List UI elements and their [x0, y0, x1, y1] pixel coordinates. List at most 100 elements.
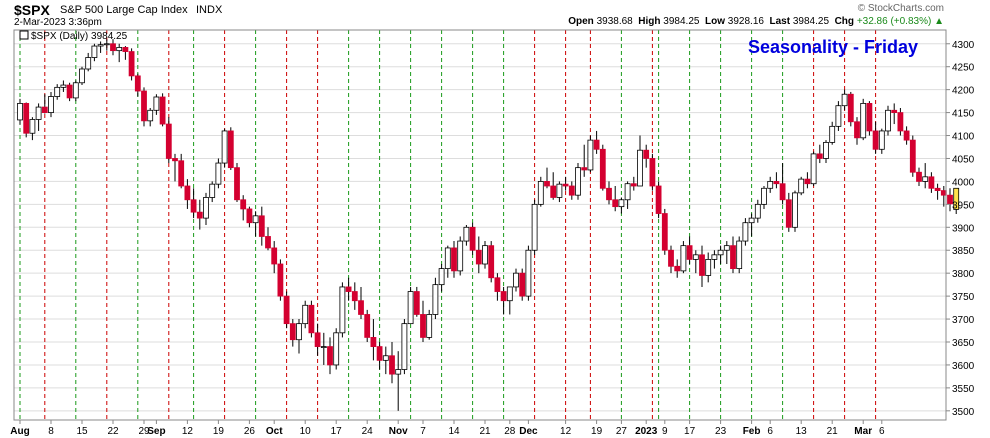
candle-body	[754, 203, 761, 219]
candle-body	[661, 213, 668, 251]
y-tick-label: 3500	[952, 407, 975, 418]
candle-body	[308, 304, 315, 334]
candle-body	[134, 75, 141, 92]
candle-body	[537, 181, 544, 205]
open-label: Open	[568, 16, 594, 27]
y-tick-label: 3550	[952, 384, 975, 395]
x-tick-label: 22	[107, 426, 119, 437]
candle-body	[401, 323, 408, 370]
candle-body	[351, 291, 358, 302]
x-tick-label: Aug	[10, 426, 29, 437]
candle-body	[172, 158, 178, 162]
candle-body	[271, 247, 278, 265]
timestamp: 2-Mar-2023 3:36pm	[14, 17, 102, 28]
candle-body	[110, 43, 116, 52]
candle-body	[885, 109, 891, 132]
x-tick-label: 10	[300, 426, 312, 437]
candle-body	[413, 291, 420, 315]
chg-up-arrow-icon: ▲	[934, 16, 944, 27]
candle-body	[128, 51, 135, 77]
low-value: 3928.16	[727, 16, 764, 27]
y-tick-label: 4150	[952, 109, 975, 120]
x-tick-label: 12	[560, 426, 572, 437]
candle-body	[618, 199, 625, 208]
x-tick-label: 19	[591, 426, 603, 437]
x-tick-label: 23	[715, 426, 727, 437]
candle-body	[575, 167, 581, 196]
candle-body	[674, 265, 681, 272]
symbol[interactable]: $SPX	[14, 2, 50, 18]
x-tick-label: 7	[420, 426, 426, 437]
candle-body	[246, 208, 253, 224]
candle-body	[711, 254, 718, 260]
candle-body	[103, 43, 110, 46]
candle-body	[184, 185, 191, 201]
candle-body	[525, 249, 532, 297]
x-tick-label: 17	[331, 426, 343, 437]
open-value: 3938.68	[596, 16, 633, 27]
candle-body	[72, 82, 79, 99]
y-tick-label: 4050	[952, 154, 975, 165]
candle-body	[841, 93, 848, 107]
candle-body	[196, 211, 203, 219]
candle-body	[692, 254, 699, 260]
y-tick-label: 3700	[952, 315, 975, 326]
candle-body	[705, 259, 712, 276]
candle-body	[599, 148, 606, 189]
y-tick-label: 3950	[952, 200, 975, 211]
candle-body	[823, 142, 829, 159]
candle-body	[587, 139, 594, 171]
candle-body	[426, 314, 433, 338]
candle-body	[178, 160, 185, 187]
candle-body	[506, 286, 513, 302]
x-tick-label: 29	[138, 426, 150, 437]
candle-body	[922, 176, 929, 182]
candle-body	[860, 103, 867, 139]
candle-body	[649, 158, 656, 187]
candle-body	[928, 176, 935, 189]
y-tick-label: 3600	[952, 361, 975, 372]
candle-body	[550, 185, 557, 198]
candle-body	[23, 103, 30, 134]
candle-body	[723, 245, 730, 251]
x-tick-label: 6	[767, 426, 773, 437]
chg-label: Chg	[834, 16, 855, 27]
candle-body	[773, 181, 780, 185]
candle-body	[643, 149, 650, 159]
candle-body	[482, 245, 488, 265]
candle-body	[41, 106, 48, 113]
chart-header: $SPX S&P 500 Large Cap Index INDX 2-Mar-…	[0, 0, 990, 30]
x-tick-label: Oct	[266, 426, 283, 437]
y-tick-label: 3900	[952, 223, 975, 234]
candle-body	[438, 268, 445, 286]
candle-body	[916, 171, 922, 182]
x-tick-label: 15	[76, 426, 88, 437]
x-tick-label: 27	[616, 426, 628, 437]
candle-body	[97, 44, 104, 47]
candle-body	[810, 153, 817, 185]
candle-body	[606, 187, 612, 201]
candle-body	[872, 130, 879, 150]
candle-body	[302, 304, 309, 325]
x-tick-label: Nov	[389, 426, 408, 437]
candle-body	[475, 249, 482, 265]
candle-body	[568, 185, 575, 196]
candle-body	[463, 226, 470, 242]
candle-body	[258, 215, 265, 237]
candle-body	[934, 187, 941, 191]
x-tick-label: Feb	[743, 426, 761, 437]
legend: $SPX (Daily) 3984.25	[19, 30, 128, 42]
candle-body	[500, 291, 507, 302]
candle-body	[364, 314, 371, 338]
candle-body	[345, 286, 352, 292]
candle-body	[835, 105, 842, 127]
candle-body	[469, 226, 476, 251]
candle-body	[519, 272, 526, 297]
candle-body	[897, 112, 904, 132]
candle-body	[457, 240, 464, 272]
candle-body	[240, 199, 247, 210]
x-tick-label: 14	[448, 426, 460, 437]
high-value: 3984.25	[663, 16, 700, 27]
